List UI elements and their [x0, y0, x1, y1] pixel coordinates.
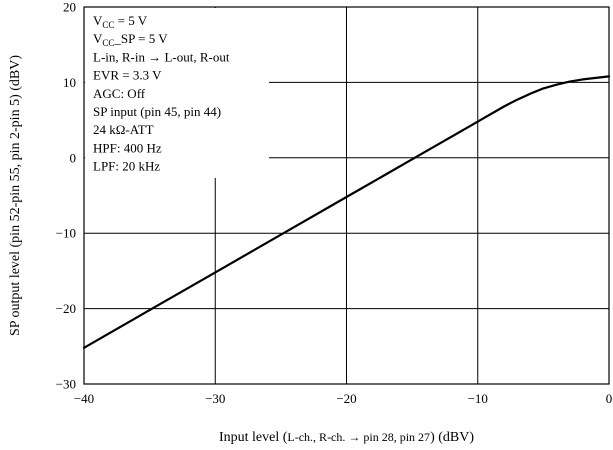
condition-line: LPF: 20 kHz [93, 159, 160, 174]
y-tick-label: 0 [70, 150, 77, 165]
x-tick-label: −40 [74, 391, 94, 406]
condition-line: SP input (pin 45, pin 44) [93, 104, 221, 119]
condition-line: VCC_SP = 5 V [93, 31, 168, 48]
conditions-box [85, 8, 269, 178]
y-axis-label: SP output level (pin 52-pin 55, pin 2-pi… [8, 55, 23, 336]
series-line [82, 75, 611, 349]
y-tick-label: −30 [56, 377, 76, 392]
y-tick-label: 10 [63, 75, 76, 90]
condition-line: VCC = 5 V [93, 13, 148, 30]
y-tick-label: 20 [63, 0, 76, 15]
condition-line: HPF: 400 Hz [93, 140, 162, 155]
x-tick-label: −20 [336, 391, 356, 406]
condition-line: EVR = 3.3 V [93, 68, 162, 83]
x-tick-label: −10 [468, 391, 488, 406]
condition-line: L-in, R-in → L-out, R-out [93, 49, 230, 64]
x-tick-label: 0 [606, 391, 613, 406]
plot-frame [83, 6, 610, 385]
x-axis-label: Input level (L-ch., R-ch. → pin 28, pin … [219, 430, 474, 445]
condition-line: 24 kΩ-ATT [93, 122, 154, 137]
y-tick-label: −20 [56, 301, 76, 316]
condition-line: AGC: Off [93, 86, 146, 101]
y-tick-label: −10 [56, 226, 76, 241]
x-tick-label: −30 [205, 391, 225, 406]
